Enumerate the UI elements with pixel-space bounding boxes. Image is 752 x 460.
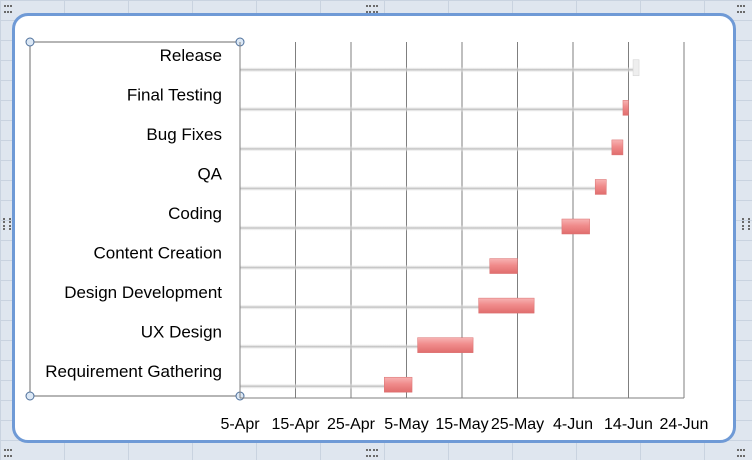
selection-handle-bl[interactable] bbox=[25, 391, 35, 401]
start-offset-bar bbox=[240, 106, 623, 113]
left-resize-handle[interactable] bbox=[3, 218, 11, 230]
x-tick-label: 25-Apr bbox=[327, 416, 376, 433]
task-duration-bar[interactable] bbox=[417, 337, 474, 353]
start-offset-bar bbox=[240, 383, 385, 390]
task-duration-bar[interactable] bbox=[594, 179, 607, 195]
bottom-left-corner-handle[interactable] bbox=[4, 449, 12, 457]
bottom-right-corner-handle[interactable] bbox=[737, 449, 745, 457]
top-resize-handle[interactable] bbox=[366, 5, 378, 13]
start-offset-bar bbox=[240, 145, 612, 152]
start-offset-bar bbox=[240, 264, 490, 271]
x-tick-label: 24-Jun bbox=[660, 416, 709, 433]
category-label: Bug Fixes bbox=[146, 125, 222, 144]
x-tick-label: 14-Jun bbox=[604, 416, 653, 433]
task-duration-bar[interactable] bbox=[384, 376, 413, 393]
category-label: UX Design bbox=[141, 323, 222, 342]
right-resize-handle[interactable] bbox=[742, 218, 750, 230]
task-duration-bar[interactable] bbox=[561, 218, 590, 235]
bottom-resize-handle[interactable] bbox=[366, 449, 378, 457]
category-label: Coding bbox=[168, 204, 222, 223]
top-left-corner-handle[interactable] bbox=[4, 5, 12, 13]
task-duration-bar[interactable] bbox=[622, 100, 629, 116]
x-tick-label: 5-Apr bbox=[220, 416, 260, 433]
task-duration-bar[interactable] bbox=[489, 258, 518, 274]
start-offset-bar bbox=[240, 66, 635, 73]
task-duration-bar[interactable] bbox=[632, 59, 640, 77]
category-label: QA bbox=[197, 164, 222, 183]
category-label: Content Creation bbox=[93, 244, 222, 263]
x-tick-label: 5-May bbox=[384, 416, 428, 433]
category-label: Requirement Gathering bbox=[45, 362, 222, 381]
category-label: Release bbox=[160, 46, 222, 65]
selection-handle-tl[interactable] bbox=[25, 37, 35, 47]
x-tick-label: 15-May bbox=[435, 416, 488, 433]
x-tick-label: 25-May bbox=[491, 416, 544, 433]
start-offset-bar bbox=[240, 343, 418, 350]
category-label: Design Development bbox=[64, 283, 222, 302]
x-tick-label: 4-Jun bbox=[553, 416, 593, 433]
start-offset-bar bbox=[240, 225, 562, 231]
task-duration-bar[interactable] bbox=[478, 297, 535, 314]
category-label: Final Testing bbox=[127, 85, 222, 104]
x-tick-label: 15-Apr bbox=[271, 416, 320, 433]
top-right-corner-handle[interactable] bbox=[737, 5, 745, 13]
start-offset-bar bbox=[240, 304, 479, 311]
start-offset-bar bbox=[240, 185, 596, 192]
task-duration-bar[interactable] bbox=[611, 139, 624, 156]
